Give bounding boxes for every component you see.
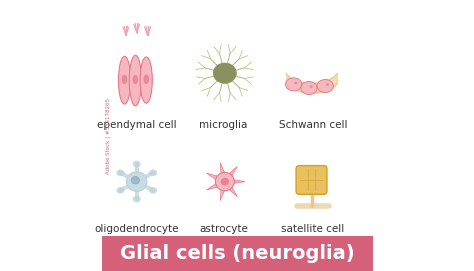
Ellipse shape — [131, 176, 139, 184]
Ellipse shape — [149, 187, 157, 194]
Ellipse shape — [149, 169, 157, 176]
Ellipse shape — [127, 172, 147, 191]
Polygon shape — [222, 180, 237, 197]
Ellipse shape — [122, 75, 127, 84]
Ellipse shape — [301, 82, 317, 95]
FancyBboxPatch shape — [296, 166, 327, 194]
Ellipse shape — [294, 82, 298, 84]
Ellipse shape — [215, 172, 234, 191]
Ellipse shape — [133, 196, 141, 203]
Ellipse shape — [133, 160, 141, 167]
Ellipse shape — [116, 169, 124, 176]
Ellipse shape — [221, 178, 228, 185]
Text: Glial cells (neuroglia): Glial cells (neuroglia) — [120, 244, 354, 263]
Text: satellite cell: satellite cell — [281, 224, 345, 234]
Polygon shape — [220, 181, 228, 201]
Polygon shape — [207, 179, 226, 190]
Ellipse shape — [326, 83, 329, 86]
Text: microglia: microglia — [199, 120, 247, 130]
Polygon shape — [222, 166, 237, 183]
Ellipse shape — [310, 85, 313, 88]
Ellipse shape — [116, 187, 124, 194]
Ellipse shape — [140, 57, 152, 103]
Text: Schwann cell: Schwann cell — [279, 120, 347, 130]
Ellipse shape — [285, 78, 302, 91]
Ellipse shape — [317, 79, 333, 92]
FancyBboxPatch shape — [101, 236, 373, 271]
Ellipse shape — [118, 56, 131, 104]
Ellipse shape — [213, 63, 237, 83]
Ellipse shape — [144, 75, 149, 83]
Polygon shape — [220, 163, 228, 182]
Polygon shape — [207, 173, 226, 185]
Text: oligodendrocyte: oligodendrocyte — [94, 224, 179, 234]
Polygon shape — [225, 178, 245, 185]
Text: ependymal cell: ependymal cell — [97, 120, 176, 130]
Ellipse shape — [129, 55, 141, 106]
Ellipse shape — [133, 75, 138, 84]
Text: Adobe Stock | #534178265: Adobe Stock | #534178265 — [106, 98, 111, 173]
Text: astrocyte: astrocyte — [199, 224, 248, 234]
